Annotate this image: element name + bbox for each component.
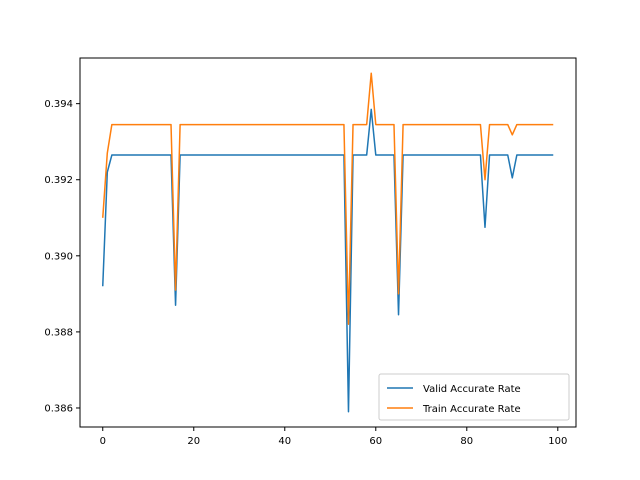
series-layer: [102, 72, 554, 413]
legend: Valid Accurate Rate Train Accurate Rate: [378, 373, 570, 421]
x-tick-label: 60: [369, 436, 382, 447]
plot-frame: [79, 57, 577, 428]
x-tick-label: 40: [278, 436, 291, 447]
x-tick-label: 0: [100, 436, 106, 447]
x-tick-label: 100: [548, 436, 567, 447]
y-tick-label: 0.392: [44, 175, 73, 186]
y-axis-ticks: 0.386 0.388 0.390 0.392 0.394: [44, 99, 80, 414]
legend-box: [378, 373, 570, 421]
legend-label-1: Train Accurate Rate: [422, 404, 521, 415]
legend-label-0: Valid Accurate Rate: [423, 384, 521, 395]
x-axis-ticks: 0 20 40 60 80 100: [100, 427, 567, 447]
y-tick-label: 0.388: [44, 327, 73, 338]
x-tick-label: 20: [187, 436, 200, 447]
y-tick-label: 0.390: [44, 251, 73, 262]
series-line-1: [102, 72, 554, 326]
x-tick-label: 80: [460, 436, 473, 447]
y-tick-label: 0.394: [44, 99, 73, 110]
y-tick-label: 0.386: [44, 403, 73, 414]
